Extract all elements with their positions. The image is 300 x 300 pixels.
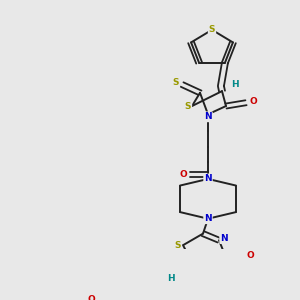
Text: O: O: [88, 295, 95, 300]
Text: S: S: [173, 78, 179, 87]
Text: O: O: [246, 251, 254, 260]
Text: N: N: [204, 214, 212, 223]
Text: H: H: [231, 80, 239, 89]
Text: N: N: [220, 234, 228, 243]
Text: S: S: [175, 241, 181, 250]
Text: O: O: [249, 98, 257, 106]
Text: O: O: [179, 170, 187, 179]
Text: N: N: [204, 112, 212, 121]
Text: S: S: [209, 25, 215, 34]
Text: H: H: [167, 274, 175, 283]
Text: N: N: [204, 174, 212, 183]
Text: S: S: [185, 101, 191, 110]
